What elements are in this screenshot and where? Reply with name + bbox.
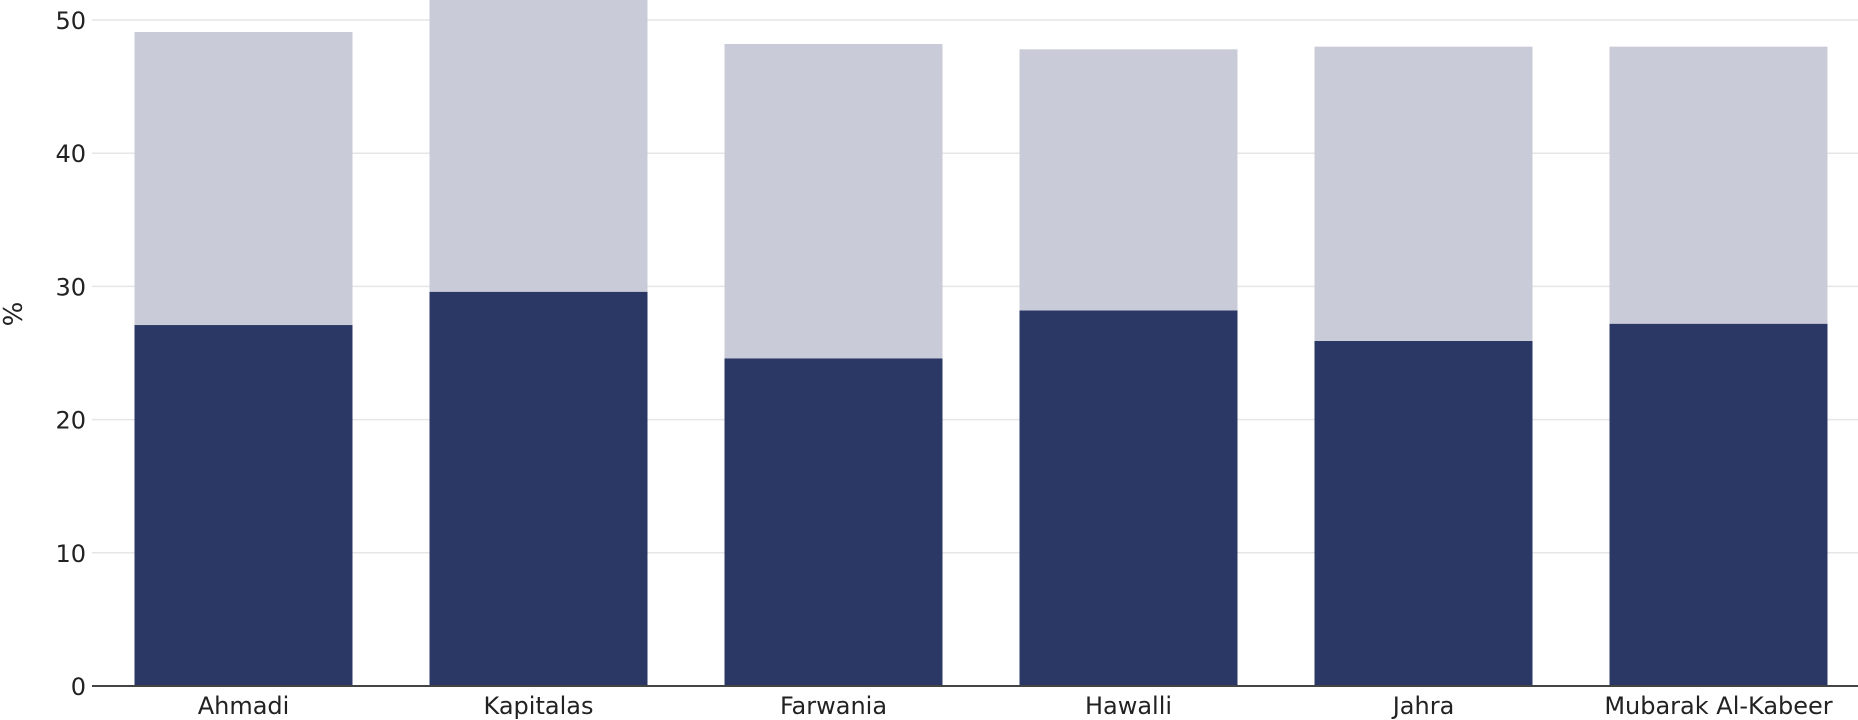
bar-segment-2: [429, 0, 648, 292]
y-tick-label: 50: [55, 7, 86, 35]
bar-segment-1: [724, 358, 943, 686]
x-tick-label: Farwania: [780, 692, 887, 720]
bar-segment-1: [1609, 323, 1828, 686]
y-tick-label: 0: [71, 673, 86, 701]
bar-segment-1: [429, 291, 648, 686]
x-tick-label: Kapitalas: [484, 692, 594, 720]
x-tick-label: Jahra: [1391, 692, 1455, 720]
x-tick-labels: Ahmadi Kapitalas Farwania Hawalli Jahra Mubar…: [198, 692, 1833, 720]
gridlines: [92, 19, 1858, 554]
y-tick-label: 30: [55, 273, 86, 301]
y-tick-labels: 0 10 20 30 40 50: [55, 7, 86, 701]
x-tick-label: Hawalli: [1085, 692, 1172, 720]
y-axis-title: %: [0, 302, 29, 327]
bar-segment-2: [1609, 46, 1828, 324]
x-tick-label: Mubarak Al-Kabeer: [1604, 692, 1832, 720]
y-tick-label: 40: [55, 140, 86, 168]
bar-segment-1: [1314, 341, 1533, 686]
x-tick-label: Ahmadi: [198, 692, 290, 720]
bar-segment-2: [1019, 49, 1238, 311]
y-tick-label: 20: [55, 407, 86, 435]
bar-segment-2: [724, 43, 943, 359]
bar-segment-2: [134, 31, 353, 326]
y-tick-label: 10: [55, 540, 86, 568]
bars: [134, 0, 1828, 686]
bar-segment-1: [1019, 310, 1238, 686]
bar-segment-2: [1314, 46, 1533, 342]
bar-segment-1: [134, 325, 353, 686]
